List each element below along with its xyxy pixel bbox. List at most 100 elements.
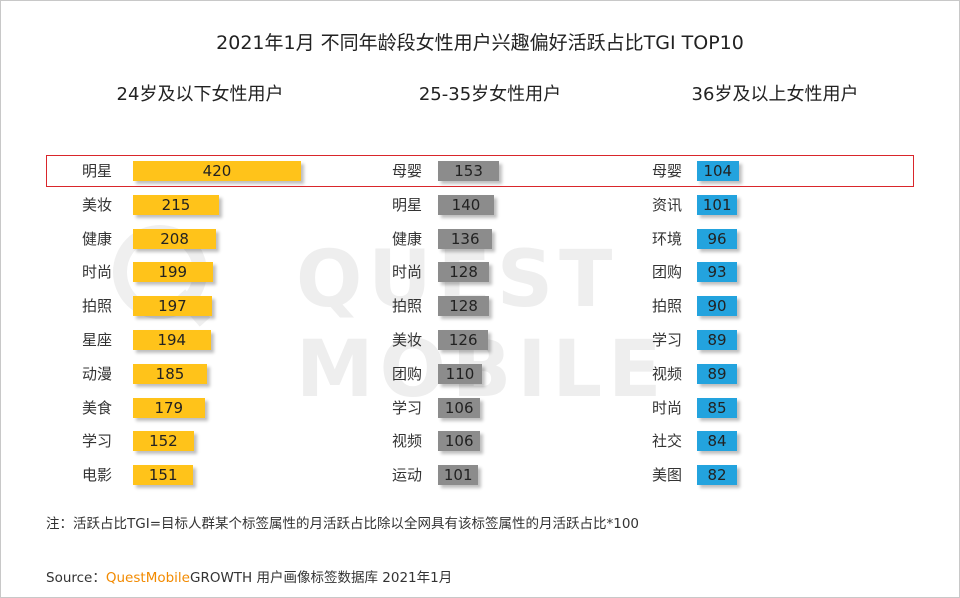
bar-value-label-old: 84 bbox=[707, 432, 727, 451]
bar-mid bbox=[438, 431, 481, 452]
category-label-old: 学习 bbox=[651, 331, 682, 349]
bar-young bbox=[133, 363, 207, 384]
panel-title-young: 24岁及以下女性用户 bbox=[116, 84, 284, 105]
bar-value-label-old: 82 bbox=[707, 466, 727, 485]
panel-title-old: 36岁及以上女性用户 bbox=[691, 84, 859, 105]
bar-young bbox=[133, 330, 211, 350]
bar-value-label-old: 104 bbox=[703, 162, 733, 180]
bar-old bbox=[697, 363, 737, 384]
bar-mid bbox=[438, 465, 479, 486]
bar-old bbox=[697, 397, 737, 418]
category-label-mid: 时尚 bbox=[391, 263, 422, 282]
bar-value-label-young: 197 bbox=[158, 297, 187, 316]
category-label-mid: 拍照 bbox=[391, 297, 422, 316]
chart-title: 2021年1月 不同年龄段女性用户兴趣偏好活跃占比TGI TOP10 bbox=[216, 32, 744, 54]
category-label-young: 动漫 bbox=[81, 364, 112, 383]
category-label-young: 健康 bbox=[81, 229, 112, 248]
bar-old bbox=[697, 161, 739, 181]
category-label-young: 学习 bbox=[81, 432, 112, 451]
bar-mid bbox=[438, 194, 494, 215]
bar-value-label-old: 93 bbox=[707, 263, 727, 282]
bar-value-label-young: 152 bbox=[149, 432, 178, 451]
bar-old bbox=[697, 330, 737, 350]
bar-old bbox=[697, 465, 737, 486]
category-label-mid: 运动 bbox=[391, 466, 422, 485]
bar-mid bbox=[438, 161, 500, 181]
bar-value-label-mid: 106 bbox=[444, 432, 474, 451]
category-label-young: 明星 bbox=[81, 162, 112, 180]
bar-value-label-young: 420 bbox=[202, 162, 232, 180]
bar-value-label-young: 199 bbox=[158, 263, 188, 282]
category-label-young: 时尚 bbox=[81, 263, 112, 282]
bar-old bbox=[697, 228, 737, 249]
bar-value-label-young: 179 bbox=[154, 398, 184, 417]
bar-mid bbox=[438, 262, 490, 283]
bar-mid bbox=[438, 363, 482, 384]
bar-old bbox=[697, 296, 737, 317]
bar-value-label-mid: 153 bbox=[454, 162, 483, 180]
bar-value-label-old: 85 bbox=[707, 398, 727, 417]
bar-mid bbox=[438, 330, 489, 350]
category-label-young: 电影 bbox=[81, 466, 112, 485]
category-label-mid: 健康 bbox=[391, 229, 422, 248]
category-label-mid: 母婴 bbox=[391, 162, 422, 180]
bar-value-label-mid: 136 bbox=[450, 229, 480, 248]
bar-value-label-young: 185 bbox=[155, 364, 185, 383]
category-label-young: 美食 bbox=[81, 398, 112, 417]
bar-young bbox=[133, 465, 194, 486]
footnote: 注：活跃占比TGI=目标人群某个标签属性的月活跃占比除以全网具有该标签属性的月活… bbox=[46, 516, 640, 532]
bar-value-label-young: 194 bbox=[157, 331, 187, 349]
bar-mid bbox=[438, 296, 490, 317]
source-prefix: Source： bbox=[46, 570, 106, 586]
category-label-old: 时尚 bbox=[651, 398, 682, 417]
bar-old bbox=[697, 431, 737, 452]
bar-mid bbox=[438, 397, 481, 418]
category-label-mid: 团购 bbox=[391, 364, 422, 383]
source-line: Source：QuestMobileGROWTH 用户画像标签数据库 2021年… bbox=[46, 566, 452, 586]
bar-young bbox=[133, 397, 205, 418]
bar-young bbox=[133, 431, 194, 452]
category-label-old: 资讯 bbox=[651, 195, 682, 214]
bar-value-label-young: 215 bbox=[161, 195, 191, 214]
bar-young bbox=[133, 194, 219, 215]
category-label-old: 美图 bbox=[651, 466, 682, 485]
category-label-old: 视频 bbox=[651, 364, 682, 383]
bar-young bbox=[133, 228, 217, 249]
bar-value-label-mid: 128 bbox=[449, 263, 478, 282]
category-label-young: 拍照 bbox=[81, 297, 112, 316]
bar-value-label-mid: 110 bbox=[445, 364, 475, 383]
bar-young bbox=[133, 161, 301, 181]
bar-old bbox=[697, 262, 737, 283]
bar-old bbox=[697, 194, 738, 215]
category-label-old: 环境 bbox=[651, 229, 682, 248]
category-label-mid: 美妆 bbox=[391, 331, 422, 349]
bar-value-label-young: 151 bbox=[148, 466, 178, 485]
source-brand: QuestMobile bbox=[105, 570, 190, 586]
bar-young bbox=[133, 262, 213, 283]
category-label-old: 母婴 bbox=[651, 162, 682, 180]
category-label-old: 社交 bbox=[651, 432, 682, 451]
bar-value-label-mid: 126 bbox=[448, 331, 478, 349]
category-label-mid: 视频 bbox=[391, 432, 422, 451]
bar-mid bbox=[438, 228, 493, 249]
category-label-old: 拍照 bbox=[651, 297, 682, 316]
bar-value-label-old: 90 bbox=[707, 297, 727, 316]
bar-value-label-mid: 140 bbox=[451, 195, 481, 214]
bar-value-label-mid: 101 bbox=[443, 466, 473, 485]
bar-value-label-old: 96 bbox=[707, 229, 727, 248]
source-suffix: GROWTH 用户画像标签数据库 2021年1月 bbox=[189, 570, 453, 586]
bar-value-label-mid: 106 bbox=[444, 398, 474, 417]
category-label-young: 星座 bbox=[81, 331, 112, 349]
bar-value-label-old: 89 bbox=[707, 364, 727, 383]
category-label-mid: 明星 bbox=[391, 195, 422, 214]
bar-young bbox=[133, 296, 212, 317]
category-label-young: 美妆 bbox=[81, 195, 112, 214]
panel-title-mid: 25-35岁女性用户 bbox=[418, 84, 562, 105]
category-label-mid: 学习 bbox=[391, 398, 422, 417]
bar-value-label-young: 208 bbox=[160, 229, 189, 248]
top-row-highlight-box bbox=[46, 155, 914, 187]
bar-value-label-old: 89 bbox=[707, 331, 727, 349]
category-label-old: 团购 bbox=[651, 263, 682, 282]
bar-value-label-mid: 128 bbox=[449, 297, 478, 316]
bar-value-label-old: 101 bbox=[702, 195, 732, 214]
